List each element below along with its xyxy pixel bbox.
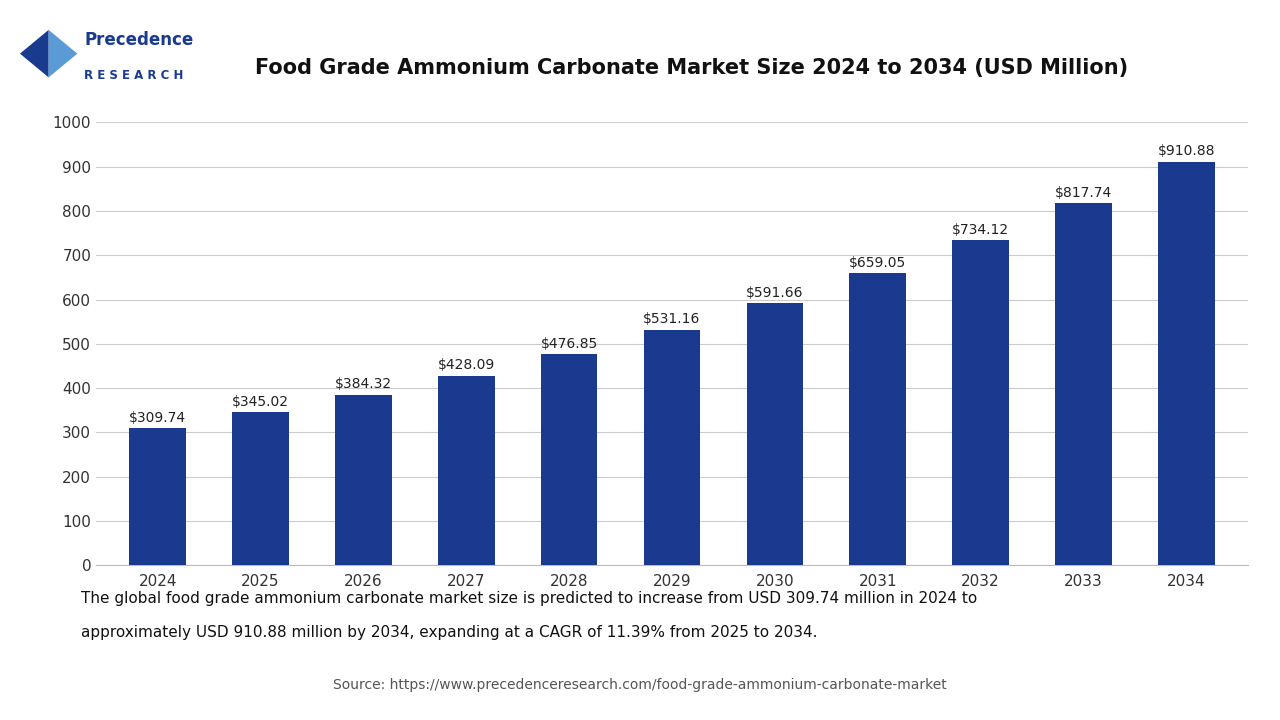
Bar: [1055, 203, 1112, 565]
Text: $591.66: $591.66: [746, 286, 804, 300]
Text: $910.88: $910.88: [1157, 144, 1215, 158]
Bar: [232, 413, 289, 565]
Bar: [746, 303, 803, 565]
Polygon shape: [49, 30, 77, 78]
Text: Food Grade Ammonium Carbonate Market Size 2024 to 2034 (USD Million): Food Grade Ammonium Carbonate Market Siz…: [255, 58, 1128, 78]
Bar: [850, 274, 906, 565]
Text: $345.02: $345.02: [232, 395, 289, 409]
Text: R E S E A R C H: R E S E A R C H: [84, 68, 184, 81]
Text: approximately USD 910.88 million by 2034, expanding at a CAGR of 11.39% from 202: approximately USD 910.88 million by 2034…: [82, 624, 818, 639]
Text: $531.16: $531.16: [644, 312, 700, 326]
Text: $659.05: $659.05: [849, 256, 906, 270]
Text: $817.74: $817.74: [1055, 186, 1112, 199]
Text: The global food grade ammonium carbonate market size is predicted to increase fr: The global food grade ammonium carbonate…: [82, 591, 978, 606]
Bar: [541, 354, 598, 565]
Bar: [1158, 162, 1215, 565]
Text: $428.09: $428.09: [438, 358, 495, 372]
Text: Precedence: Precedence: [84, 31, 193, 49]
Bar: [644, 330, 700, 565]
Polygon shape: [20, 30, 49, 78]
Text: $476.85: $476.85: [540, 336, 598, 351]
Bar: [952, 240, 1009, 565]
Text: Source: https://www.precedenceresearch.com/food-grade-ammonium-carbonate-market: Source: https://www.precedenceresearch.c…: [333, 678, 947, 693]
Bar: [335, 395, 392, 565]
Text: $384.32: $384.32: [335, 377, 392, 392]
Text: $734.12: $734.12: [952, 222, 1009, 237]
Bar: [438, 376, 494, 565]
Text: $309.74: $309.74: [129, 410, 187, 425]
Bar: [129, 428, 186, 565]
